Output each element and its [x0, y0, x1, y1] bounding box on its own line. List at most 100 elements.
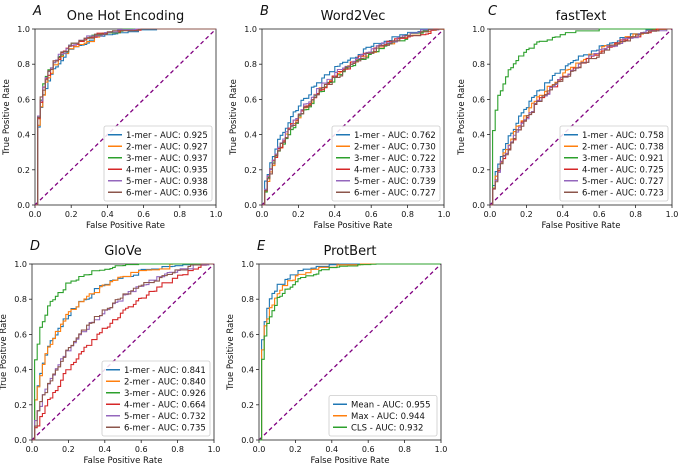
legend-label: 3-mer - AUC: 0.921	[582, 154, 664, 164]
x-tick-label: 0.2	[520, 210, 533, 219]
axes-frame	[489, 28, 673, 206]
y-tick-label: 1.0	[14, 260, 27, 269]
y-tick-label: 0.6	[14, 330, 27, 339]
y-axis-label: True Positive Rate	[226, 314, 236, 391]
roc-curve-3	[490, 28, 672, 206]
roc-curve-4	[32, 263, 214, 441]
y-tick-label: 1.0	[241, 260, 254, 269]
legend-label: 2-mer - AUC: 0.730	[354, 142, 436, 152]
legend-box	[103, 125, 213, 202]
y-tick-label: 0.0	[17, 201, 30, 210]
roc-curve-6	[35, 28, 216, 206]
x-tick-label: 0.2	[65, 210, 78, 219]
y-axis-label: True Positive Rate	[2, 79, 12, 156]
panel-letter: B	[260, 4, 269, 19]
roc-curve-2	[490, 28, 672, 206]
y-tick-label: 0.8	[14, 295, 27, 304]
x-tick-label: 0.0	[256, 210, 269, 219]
y-tick-label: 0.6	[472, 95, 485, 104]
x-tick-label: 0.8	[398, 445, 411, 454]
y-tick-label: 0.4	[244, 131, 257, 140]
roc-curve-6	[32, 263, 214, 441]
legend-label: 4-mer - AUC: 0.664	[124, 400, 206, 410]
roc-curve-3	[32, 263, 214, 441]
x-axis-label: False Positive Rate	[311, 456, 390, 466]
x-tick-label: 0.0	[484, 210, 497, 219]
legend-label: Max - AUC: 0.944	[351, 412, 425, 422]
y-tick-label: 1.0	[244, 25, 257, 34]
y-tick-label: 0.0	[244, 201, 257, 210]
legend-label: 5-mer - AUC: 0.938	[126, 177, 208, 187]
legend-label: 5-mer - AUC: 0.727	[582, 177, 664, 187]
y-axis-label: True Positive Rate	[457, 79, 467, 156]
legend-label: CLS - AUC: 0.932	[351, 423, 423, 433]
x-tick-label: 0.8	[171, 445, 184, 454]
y-tick-label: 0.0	[472, 201, 485, 210]
legend-box	[101, 360, 211, 437]
y-tick-label: 0.6	[241, 330, 254, 339]
panel-title: ProtBert	[323, 244, 376, 259]
x-tick-label: 0.6	[593, 210, 606, 219]
y-tick-label: 0.2	[241, 401, 254, 410]
y-axis-label: True Positive Rate	[229, 79, 239, 156]
legend-label: 5-mer - AUC: 0.739	[354, 177, 436, 187]
panel-title: Word2Vec	[321, 9, 386, 24]
panel-d: D GloVe 0.0 0.2 0.4 0.6 0.8 1.0 0.0 0.2 0.4 0.6 0.8 1…	[0, 239, 220, 466]
x-axis-label: False Positive Rate	[86, 221, 165, 231]
legend-label: 2-mer - AUC: 0.927	[126, 142, 208, 152]
y-tick-label: 0.0	[14, 436, 27, 445]
panel-title: One Hot Encoding	[67, 9, 184, 24]
chance-diagonal-line	[31, 263, 215, 441]
x-tick-label: 0.8	[401, 210, 414, 219]
panel-title: GloVe	[104, 244, 142, 259]
legend-label: 1-mer - AUC: 0.925	[126, 131, 208, 141]
x-tick-label: 0.8	[173, 210, 186, 219]
legend-label: 4-mer - AUC: 0.935	[126, 165, 208, 175]
x-tick-label: 0.2	[289, 445, 302, 454]
legend-label: 4-mer - AUC: 0.725	[582, 165, 664, 175]
x-tick-label: 1.0	[435, 445, 448, 454]
x-tick-label: 1.0	[438, 210, 451, 219]
y-tick-label: 1.0	[17, 25, 30, 34]
x-tick-label: 0.6	[135, 445, 148, 454]
axes-frame	[31, 263, 215, 441]
legend-box	[559, 125, 669, 202]
y-tick-label: 0.6	[244, 95, 257, 104]
legend-label: 6-mer - AUC: 0.723	[582, 188, 664, 198]
roc-curve-6	[262, 28, 444, 206]
x-tick-label: 0.6	[362, 445, 375, 454]
legend-label: 1-mer - AUC: 0.841	[124, 366, 206, 376]
x-tick-label: 1.0	[210, 210, 223, 219]
x-tick-label: 0.4	[328, 210, 341, 219]
x-tick-label: 0.6	[365, 210, 378, 219]
panel-letter: C	[488, 4, 498, 19]
y-tick-label: 0.2	[472, 166, 485, 175]
y-tick-label: 1.0	[472, 25, 485, 34]
legend-label: 2-mer - AUC: 0.738	[582, 142, 664, 152]
legend-label: 1-mer - AUC: 0.762	[354, 131, 436, 141]
legend-label: 6-mer - AUC: 0.936	[126, 188, 208, 198]
roc-curve-6	[490, 28, 672, 206]
panel-b: B Word2Vec 0.0 0.2 0.4 0.6 0.8 1.0 0.0 0.2 0.4 0.6 0…	[229, 4, 450, 231]
x-tick-label: 0.4	[556, 210, 569, 219]
chance-diagonal-line	[489, 28, 673, 206]
y-tick-label: 0.8	[244, 60, 257, 69]
legend-label: 2-mer - AUC: 0.840	[124, 377, 206, 387]
legend-label: 6-mer - AUC: 0.735	[124, 423, 206, 433]
y-tick-label: 0.4	[14, 366, 27, 375]
y-tick-label: 0.2	[244, 166, 257, 175]
x-tick-label: 0.0	[26, 445, 39, 454]
panel-letter: E	[257, 239, 266, 254]
y-tick-label: 0.8	[472, 60, 485, 69]
legend-label: Mean - AUC: 0.955	[351, 400, 431, 410]
x-tick-label: 1.0	[666, 210, 679, 219]
y-tick-label: 0.4	[17, 131, 30, 140]
x-tick-label: 0.2	[62, 445, 75, 454]
x-tick-label: 0.0	[253, 445, 266, 454]
roc-curve-3	[259, 263, 441, 441]
legend-label: 4-mer - AUC: 0.733	[354, 165, 436, 175]
y-tick-label: 0.8	[241, 295, 254, 304]
y-tick-label: 0.2	[17, 166, 30, 175]
y-tick-label: 0.0	[241, 436, 254, 445]
